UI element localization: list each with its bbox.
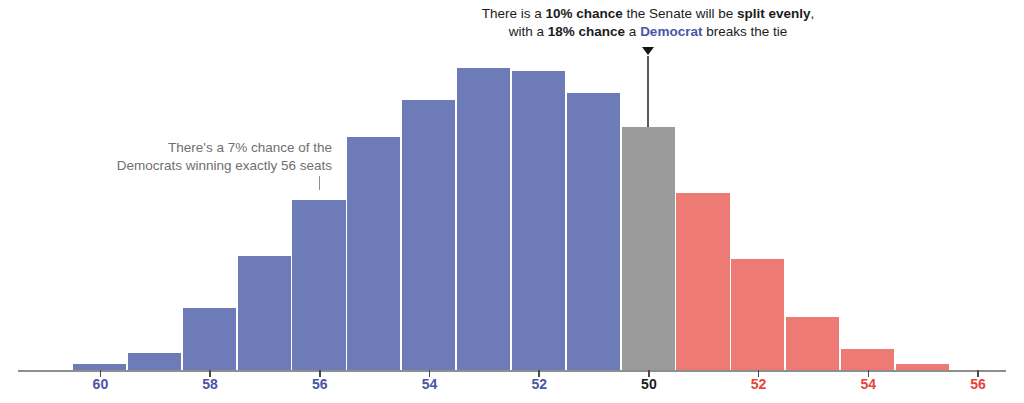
x-axis-label-50-tie: 50 (629, 376, 669, 392)
histogram-bar-51-dem[interactable] (567, 93, 620, 371)
annotation-text-segment: split evenly (737, 6, 811, 21)
senate-forecast-histogram: There is a 10% chance the Senate will be… (0, 0, 1024, 403)
histogram-bar-55-dem[interactable] (347, 137, 400, 371)
x-axis-label-56-dem: 56 (300, 376, 340, 392)
histogram-bar-56-dem[interactable] (292, 200, 345, 371)
x-axis-label-52-dem: 52 (519, 376, 559, 392)
x-axis (18, 370, 1006, 372)
x-axis-label-56-rep: 56 (958, 376, 998, 392)
histogram-bar-57-dem[interactable] (238, 256, 291, 371)
histogram-bar-52-rep[interactable] (731, 259, 784, 371)
histogram-bar-53-dem[interactable] (457, 68, 510, 371)
annotation-text-segment: There is a (482, 6, 546, 21)
annotation-text-segment: with a (509, 24, 548, 39)
histogram-bar-51-rep[interactable] (676, 193, 729, 371)
annotation-pointer-line (647, 56, 649, 127)
histogram-bar-54-rep[interactable] (841, 349, 894, 371)
histogram-bar-52-dem[interactable] (512, 71, 565, 371)
annotation-split-line2: with a 18% chance a Democrat breaks the … (348, 23, 948, 41)
annotation-56-line2: Democrats winning exactly 56 seats (32, 157, 332, 175)
x-axis-label-52-rep: 52 (739, 376, 779, 392)
annotation-56-line1: There's a 7% chance of the (32, 139, 332, 157)
annotation-text-segment: 18% chance (548, 24, 625, 39)
annotation-text-segment: the Senate will be (623, 6, 737, 21)
annotation-text-segment: Democrat (640, 24, 702, 39)
x-axis-label-54-dem: 54 (410, 376, 450, 392)
histogram-bar-54-dem[interactable] (402, 100, 455, 371)
annotation-pointer-triangle-icon (642, 47, 654, 55)
histogram-bar-50-50-split[interactable] (622, 127, 675, 371)
annotation-56-pointer-tick (319, 176, 320, 190)
annotation-text-segment: , (810, 6, 814, 21)
annotation-split-line1: There is a 10% chance the Senate will be… (348, 5, 948, 23)
histogram-bar-58-dem[interactable] (183, 308, 236, 371)
x-axis-label-60-dem: 60 (80, 376, 120, 392)
x-axis-label-58-dem: 58 (190, 376, 230, 392)
histogram-bar-53-rep[interactable] (786, 317, 839, 371)
annotation-text-segment: 10% chance (546, 6, 623, 21)
x-axis-label-54-rep: 54 (848, 376, 888, 392)
histogram-bar-59-dem[interactable] (128, 353, 181, 371)
annotation-56-seats: There's a 7% chance of the Democrats win… (32, 139, 332, 175)
annotation-text-segment: a (625, 24, 640, 39)
annotation-text-segment: breaks the tie (702, 24, 787, 39)
annotation-split-evenly: There is a 10% chance the Senate will be… (348, 5, 948, 41)
